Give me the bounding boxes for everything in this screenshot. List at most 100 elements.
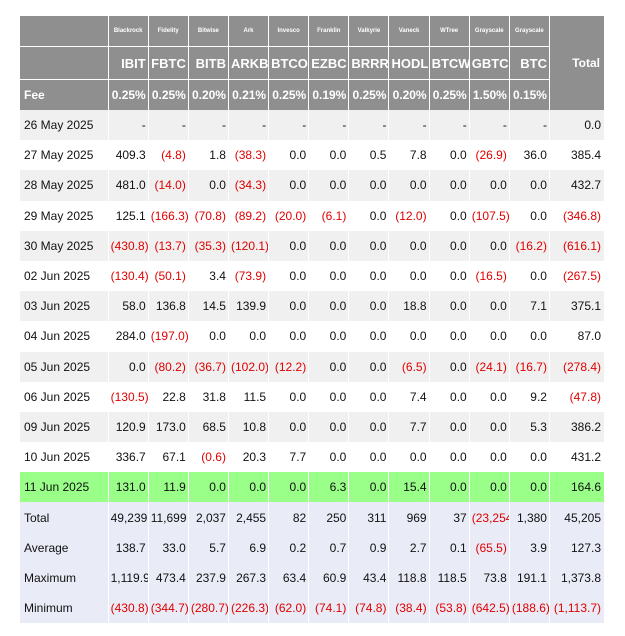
- flow-value: 0.0: [508, 200, 549, 231]
- table-row: 30 May 2025 (430.8) (13.7) (35.3) (120.1) 0.0…: [20, 230, 604, 261]
- flow-value: 0.0: [468, 321, 509, 352]
- flow-value: (26.9): [468, 140, 509, 171]
- table-row: 26 May 2025- - - - - - - - - - -0.0: [20, 110, 604, 141]
- flow-value: -: [308, 110, 349, 141]
- flow-value: (35.3): [187, 230, 228, 261]
- flow-value: 0.0: [348, 411, 389, 443]
- summary-value: (62.0): [268, 593, 309, 624]
- flow-value: 5.3: [508, 411, 549, 443]
- flow-value: 0.0: [388, 170, 429, 201]
- ticker-label: BRRR: [348, 46, 389, 79]
- flow-value: -: [508, 110, 549, 141]
- summary-value: 250: [308, 502, 349, 533]
- ticker-header-row: IBIT FBTC BITB ARKB BTCO EZBC BRRR HODL BTCW GBTC…: [20, 46, 604, 79]
- flow-value: 0.0: [348, 351, 389, 382]
- flow-value: 0.0: [428, 472, 469, 503]
- summary-value: 2.7: [388, 532, 429, 563]
- flow-value: 0.0: [308, 381, 349, 412]
- flow-value: 31.8: [187, 381, 228, 412]
- flow-value: (36.7): [187, 351, 228, 382]
- row-total: (616.1): [548, 230, 604, 261]
- flow-value: 0.0: [388, 260, 429, 292]
- table-row-highlighted: 11 Jun 2025 131.0 11.9 0.0 0.0 0.0 6.3 0.0 15.4 0…: [20, 472, 604, 503]
- summary-value: (430.8): [107, 593, 148, 624]
- provider-label: Valkyrie: [348, 16, 389, 46]
- flow-value: -: [468, 110, 509, 141]
- table-row: 27 May 2025 409.3 (4.8) 1.8 (38.3) 0.0 0.0 0.5 7…: [20, 140, 604, 171]
- flow-value: 409.3: [107, 140, 148, 171]
- summary-label: Average: [20, 532, 108, 563]
- row-date: 29 May 2025: [20, 200, 108, 231]
- ticker-label: BITB: [187, 46, 228, 79]
- flow-value: 0.0: [187, 472, 228, 503]
- summary-value: 969: [388, 502, 429, 533]
- flow-value: 0.0: [308, 260, 349, 292]
- flow-value: -: [268, 110, 309, 141]
- flow-value: 0.0: [428, 291, 469, 322]
- flow-value: 0.0: [468, 472, 509, 503]
- corner-cell: [20, 16, 108, 46]
- flow-value: 15.4: [388, 472, 429, 503]
- flow-value: 0.0: [508, 260, 549, 292]
- table-row: 09 Jun 2025 120.9 173.0 68.5 10.8 0.0 0.0 0.0 7.…: [20, 411, 604, 443]
- flow-value: 0.0: [428, 442, 469, 473]
- summary-value: 138.7: [107, 532, 148, 563]
- summary-value: (53.8): [428, 593, 469, 624]
- row-total: 87.0: [548, 321, 604, 352]
- flow-value: 0.0: [268, 321, 309, 352]
- flow-value: 0.0: [187, 170, 228, 201]
- summary-value: 311: [348, 502, 389, 533]
- flow-value: (102.0): [227, 351, 269, 382]
- summary-total: 1,373.8: [548, 562, 604, 593]
- flow-value: 120.9: [107, 411, 148, 443]
- flow-value: -: [348, 110, 389, 141]
- table-row: 10 Jun 2025 336.7 67.1 (0.6) 20.3 7.7 0.0 0.0 0.…: [20, 442, 604, 473]
- flow-value: 1.8: [187, 140, 228, 171]
- summary-label: Total: [20, 502, 108, 533]
- flow-value: 0.0: [308, 442, 349, 473]
- summary-value: 2,037: [187, 502, 228, 533]
- flow-value: 0.0: [388, 321, 429, 352]
- flow-value: 0.0: [508, 472, 549, 503]
- flow-value: (38.3): [227, 140, 269, 171]
- summary-row: Minimum (430.8) (344.7) (280.7) (226.3) (62.0…: [20, 593, 604, 624]
- fee-value: 0.20%: [187, 79, 228, 110]
- table-row: 28 May 2025 481.0 (14.0) 0.0 (34.3) 0.0 0.0 0.0…: [20, 170, 604, 201]
- fee-value: 0.25%: [268, 79, 309, 110]
- flow-value: 9.2: [508, 381, 549, 412]
- etf-flow-table-container: Blackrock Fidelity Bitwise Ark Invesco Frankl…: [20, 16, 604, 624]
- provider-label: Ark: [227, 16, 269, 46]
- summary-value: 3.9: [508, 532, 549, 563]
- summary-value: (226.3): [227, 593, 269, 624]
- flow-value: 0.0: [268, 140, 309, 171]
- flow-value: (0.6): [187, 442, 228, 473]
- flow-value: 0.0: [468, 170, 509, 201]
- provider-label: Franklin: [308, 16, 349, 46]
- flow-value: 7.4: [388, 381, 429, 412]
- flow-value: (6.1): [308, 200, 349, 231]
- flow-value: 125.1: [107, 200, 148, 231]
- summary-value: 267.3: [227, 562, 269, 593]
- flow-value: 0.0: [308, 140, 349, 171]
- flow-value: -: [107, 110, 148, 141]
- table-row: 02 Jun 2025 (130.4) (50.1) 3.4 (73.9) 0.0 0.0 0…: [20, 260, 604, 292]
- fee-value: 0.20%: [388, 79, 429, 110]
- provider-label: Fidelity: [147, 16, 188, 46]
- summary-total: 45,205: [548, 502, 604, 533]
- summary-value: (38.4): [388, 593, 429, 624]
- row-total: (278.4): [548, 351, 604, 382]
- row-total: 164.6: [548, 472, 604, 503]
- table-row: 29 May 2025 125.1 (166.3) (70.8) (89.2) (20.0…: [20, 200, 604, 231]
- ticker-label: BTC: [508, 46, 549, 79]
- summary-value: 11,699: [147, 502, 188, 533]
- flow-value: 14.5: [187, 291, 228, 322]
- flow-value: (14.0): [147, 170, 188, 201]
- row-total: 431.2: [548, 442, 604, 473]
- fee-value: 0.19%: [308, 79, 349, 110]
- fee-label: Fee: [20, 79, 108, 110]
- provider-label: WTree: [428, 16, 469, 46]
- flow-value: 481.0: [107, 170, 148, 201]
- flow-value: 0.0: [428, 351, 469, 382]
- ticker-label: FBTC: [147, 46, 188, 79]
- flow-value: (73.9): [227, 260, 269, 292]
